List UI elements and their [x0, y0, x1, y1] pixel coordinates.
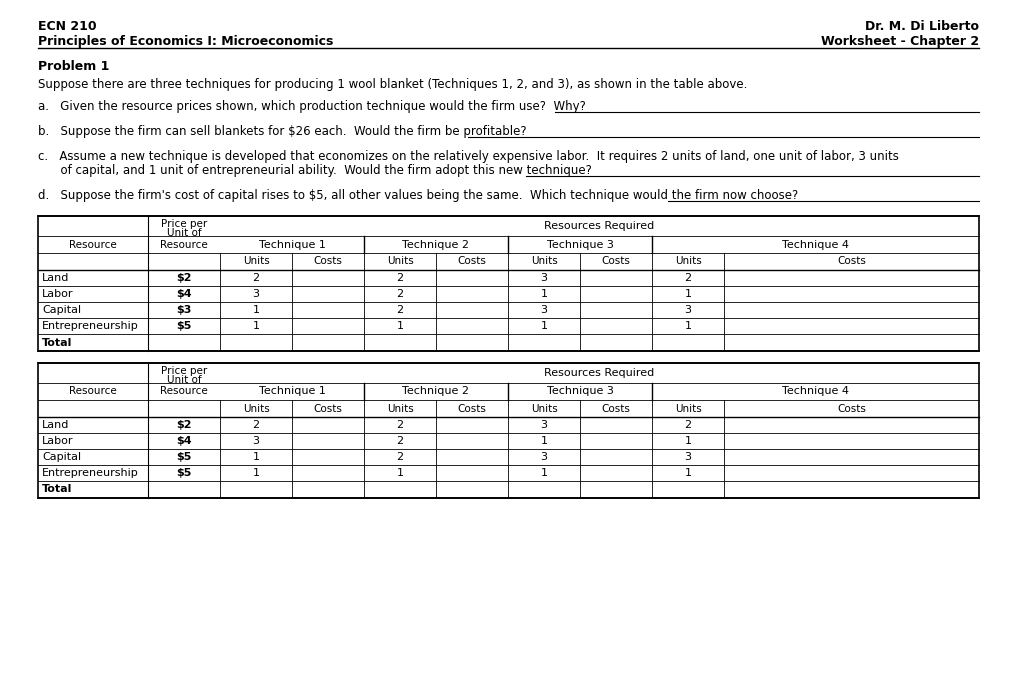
Text: Costs: Costs	[602, 256, 631, 266]
Text: Unit of: Unit of	[167, 375, 201, 385]
Text: $2: $2	[176, 420, 192, 430]
Text: 1: 1	[684, 436, 692, 446]
Text: 1: 1	[540, 289, 547, 299]
Text: Principles of Economics I: Microeconomics: Principles of Economics I: Microeconomic…	[38, 35, 334, 48]
Text: 3: 3	[684, 452, 692, 462]
Text: d.   Suppose the firm's cost of capital rises to $5, all other values being the : d. Suppose the firm's cost of capital ri…	[38, 189, 798, 202]
Text: Land: Land	[42, 420, 69, 430]
Text: Units: Units	[386, 403, 413, 414]
Text: Total: Total	[42, 485, 72, 494]
Text: Resource: Resource	[160, 239, 207, 250]
Text: Total: Total	[42, 338, 72, 348]
Text: 3: 3	[540, 305, 547, 315]
Text: Technique 1: Technique 1	[258, 386, 325, 397]
Text: 3: 3	[540, 452, 547, 462]
Text: Technique 2: Technique 2	[403, 386, 470, 397]
Text: Resources Required: Resources Required	[544, 221, 655, 231]
Text: Labor: Labor	[42, 436, 73, 446]
Text: Unit of: Unit of	[167, 228, 201, 238]
Text: c.   Assume a new technique is developed that economizes on the relatively expen: c. Assume a new technique is developed t…	[38, 150, 899, 163]
Text: 2: 2	[684, 420, 692, 430]
Text: Entrepreneurship: Entrepreneurship	[42, 321, 138, 331]
Text: 3: 3	[252, 289, 259, 299]
Text: 1: 1	[540, 436, 547, 446]
Text: Units: Units	[531, 256, 557, 266]
Text: Capital: Capital	[42, 305, 81, 315]
Text: Costs: Costs	[458, 256, 486, 266]
Text: 2: 2	[397, 420, 404, 430]
Text: Costs: Costs	[313, 403, 343, 414]
Text: Entrepreneurship: Entrepreneurship	[42, 468, 138, 478]
Text: 2: 2	[397, 436, 404, 446]
Text: 2: 2	[397, 289, 404, 299]
Text: Technique 1: Technique 1	[258, 239, 325, 250]
Text: Worksheet - Chapter 2: Worksheet - Chapter 2	[821, 35, 979, 48]
Text: 2: 2	[684, 273, 692, 283]
Text: Costs: Costs	[602, 403, 631, 414]
Bar	[38, 363, 979, 498]
Text: a.   Given the resource prices shown, which production technique would the firm : a. Given the resource prices shown, whic…	[38, 100, 586, 113]
Text: $4: $4	[176, 436, 192, 446]
Text: b.   Suppose the firm can sell blankets for $26 each.  Would the firm be profita: b. Suppose the firm can sell blankets fo…	[38, 125, 527, 138]
Text: $3: $3	[176, 305, 191, 315]
Text: Technique 4: Technique 4	[782, 239, 849, 250]
Text: $5: $5	[176, 321, 191, 331]
Text: Costs: Costs	[458, 403, 486, 414]
Text: 2: 2	[397, 273, 404, 283]
Text: Units: Units	[243, 256, 270, 266]
Text: 1: 1	[540, 321, 547, 331]
Text: 3: 3	[540, 420, 547, 430]
Text: Price per: Price per	[161, 366, 207, 376]
Text: Technique 4: Technique 4	[782, 386, 849, 397]
Text: Resources Required: Resources Required	[544, 368, 655, 378]
Text: 3: 3	[252, 436, 259, 446]
Text: Units: Units	[674, 403, 702, 414]
Bar	[38, 216, 979, 351]
Text: Dr. M. Di Liberto: Dr. M. Di Liberto	[865, 20, 979, 33]
Text: 2: 2	[397, 452, 404, 462]
Text: Land: Land	[42, 273, 69, 283]
Text: 2: 2	[252, 420, 259, 430]
Text: 1: 1	[252, 468, 259, 478]
Text: 1: 1	[397, 468, 404, 478]
Text: 1: 1	[540, 468, 547, 478]
Text: of capital, and 1 unit of entrepreneurial ability.  Would the firm adopt this ne: of capital, and 1 unit of entrepreneuria…	[38, 164, 592, 177]
Text: ECN 210: ECN 210	[38, 20, 97, 33]
Text: 1: 1	[252, 305, 259, 315]
Text: Units: Units	[531, 403, 557, 414]
Text: Technique 2: Technique 2	[403, 239, 470, 250]
Text: 1: 1	[684, 289, 692, 299]
Text: $2: $2	[176, 273, 192, 283]
Text: Labor: Labor	[42, 289, 73, 299]
Text: Technique 3: Technique 3	[546, 386, 613, 397]
Text: Resource: Resource	[69, 386, 117, 397]
Text: Units: Units	[386, 256, 413, 266]
Text: $5: $5	[176, 452, 191, 462]
Text: 3: 3	[684, 305, 692, 315]
Text: Costs: Costs	[837, 403, 865, 414]
Text: Costs: Costs	[313, 256, 343, 266]
Text: Units: Units	[674, 256, 702, 266]
Text: 1: 1	[684, 468, 692, 478]
Text: Technique 3: Technique 3	[546, 239, 613, 250]
Text: 2: 2	[252, 273, 259, 283]
Text: $4: $4	[176, 289, 192, 299]
Text: Capital: Capital	[42, 452, 81, 462]
Text: Problem 1: Problem 1	[38, 60, 110, 73]
Text: 3: 3	[540, 273, 547, 283]
Text: Price per: Price per	[161, 219, 207, 229]
Text: Resource: Resource	[69, 239, 117, 250]
Text: Units: Units	[243, 403, 270, 414]
Text: 1: 1	[684, 321, 692, 331]
Text: 1: 1	[397, 321, 404, 331]
Text: Suppose there are three techniques for producing 1 wool blanket (Techniques 1, 2: Suppose there are three techniques for p…	[38, 78, 747, 91]
Text: $5: $5	[176, 468, 191, 478]
Text: 2: 2	[397, 305, 404, 315]
Text: 1: 1	[252, 452, 259, 462]
Text: 1: 1	[252, 321, 259, 331]
Text: Costs: Costs	[837, 256, 865, 266]
Text: Resource: Resource	[160, 386, 207, 397]
